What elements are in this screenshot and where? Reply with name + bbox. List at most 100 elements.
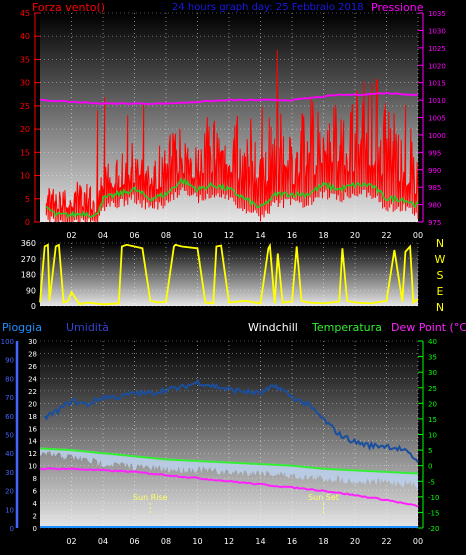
- temperature-tick-label: 20: [428, 400, 437, 408]
- x-tick-label: 06: [129, 231, 139, 240]
- humidity-tick-label: 90: [5, 357, 14, 365]
- pressure-axis-title: Pressione: [371, 1, 424, 14]
- pressure-tick-label: 980: [428, 202, 441, 210]
- wind-tick-label: 15: [20, 148, 30, 157]
- pressure-tick-label: 1015: [428, 80, 446, 88]
- temperature-line: [39, 447, 419, 475]
- windchill-legend: Windchill: [248, 321, 298, 334]
- wind-tick-label: 35: [20, 55, 30, 64]
- humidity-tick-label: 30: [5, 469, 14, 477]
- rain-tick-label: 26: [28, 363, 37, 371]
- plot-area-3: [40, 341, 418, 528]
- compass-label: N: [436, 237, 444, 250]
- x-tick-label: 14: [255, 231, 265, 240]
- pressure-tick-label: 995: [428, 149, 441, 157]
- humidity-tick-label: 70: [5, 394, 14, 402]
- sun-marker-label: Sun Set: [308, 493, 339, 502]
- humidity-line: [43, 378, 419, 463]
- wind-average-line: [45, 177, 419, 220]
- x-tick-label: 18: [318, 231, 328, 240]
- wind-tick-label: 25: [20, 102, 30, 111]
- rain-tick-label: 30: [28, 338, 37, 346]
- rain-tick-label: 16: [28, 425, 37, 433]
- humidity-tick-label: 40: [5, 450, 14, 458]
- humidity-tick-label: 100: [1, 338, 14, 346]
- pressure-tick-label: 990: [428, 167, 441, 175]
- wind-tick-label: 0: [25, 218, 30, 227]
- temperature-tick-label: 25: [428, 385, 437, 393]
- rain-tick-label: 6: [33, 488, 38, 496]
- temperature-legend: Temperatura: [311, 321, 382, 334]
- x-tick-label: 10: [192, 537, 202, 546]
- direction-tick-label: 0: [31, 302, 36, 311]
- temperature-tick-label: 40: [428, 338, 437, 346]
- humidity-tick-label: 20: [5, 488, 14, 496]
- temperature-tick-label: 0: [428, 463, 432, 471]
- wind-tick-label: 20: [20, 125, 30, 134]
- rain-tick-label: 8: [33, 475, 37, 483]
- x-tick-label: 04: [98, 231, 108, 240]
- temperature-tick-label: -5: [428, 478, 435, 486]
- x-tick-label: 08: [161, 231, 171, 240]
- dew-point-legend: Dew Point (°C): [391, 321, 466, 334]
- rain-tick-label: 2: [33, 513, 37, 521]
- compass-label: E: [437, 285, 444, 298]
- x-tick-label: 02: [66, 537, 76, 546]
- x-tick-label: 12: [224, 537, 234, 546]
- x-tick-label: 02: [66, 231, 76, 240]
- x-tick-label: 20: [350, 231, 360, 240]
- humidity-axis-title: Umidità: [66, 321, 109, 334]
- temperature-tick-label: 35: [428, 354, 437, 362]
- x-tick-label: 10: [192, 231, 202, 240]
- rain-tick-label: 22: [28, 388, 37, 396]
- x-tick-label: 22: [381, 537, 391, 546]
- pressure-tick-label: 1035: [428, 10, 446, 18]
- wind-axis-title: Forza vento(): [32, 1, 105, 14]
- wind-tick-label: 30: [20, 79, 30, 88]
- humidity-tick-label: 80: [5, 375, 14, 383]
- rain-tick-label: 14: [28, 438, 37, 446]
- humidity-tick-label: 10: [5, 506, 14, 514]
- wind-tick-label: 40: [20, 32, 30, 41]
- wind-direction-line: [39, 242, 419, 306]
- pressure-tick-label: 1005: [428, 115, 446, 123]
- x-tick-label: 22: [381, 231, 391, 240]
- sun-marker-label: Sun Rise: [133, 493, 168, 502]
- temperature-tick-label: 15: [428, 416, 437, 424]
- x-tick-label: 16: [287, 537, 297, 546]
- pressure-tick-label: 1030: [428, 27, 446, 35]
- rain-tick-label: 18: [28, 413, 37, 421]
- temperature-tick-label: 30: [428, 369, 437, 377]
- pressure-tick-label: 975: [428, 219, 441, 227]
- x-tick-label: 04: [98, 537, 108, 546]
- pressure-line: [39, 91, 419, 106]
- x-tick-label: 12: [224, 231, 234, 240]
- x-tick-label: 08: [161, 537, 171, 546]
- temperature-tick-label: -10: [428, 494, 439, 502]
- pressure-tick-label: 985: [428, 184, 441, 192]
- compass-label: W: [435, 253, 446, 266]
- pressure-tick-label: 1000: [428, 132, 446, 140]
- x-tick-label: 00: [413, 537, 423, 546]
- temperature-tick-label: -15: [428, 509, 439, 517]
- rain-axis-title: Pioggia: [2, 321, 42, 334]
- wind-gust-line: [45, 49, 419, 223]
- chart-title: 24 hours graph day: 25 Febbraio 2018: [172, 2, 364, 13]
- humidity-tick-label: 50: [5, 432, 14, 440]
- x-tick-label: 00: [413, 231, 423, 240]
- rain-tick-label: 12: [28, 450, 37, 458]
- direction-tick-label: 180: [21, 271, 36, 280]
- x-tick-label: 20: [350, 537, 360, 546]
- pressure-tick-label: 1010: [428, 97, 446, 105]
- x-tick-label: 14: [255, 537, 265, 546]
- x-tick-label: 18: [318, 537, 328, 546]
- rain-tick-label: 0: [33, 525, 37, 533]
- temperature-tick-label: 5: [428, 447, 432, 455]
- humidity-tick-label: 0: [10, 525, 14, 533]
- windchill-area: [40, 447, 418, 489]
- direction-tick-label: 360: [21, 239, 36, 248]
- rain-tick-label: 28: [28, 350, 37, 358]
- wind-tick-label: 5: [25, 195, 30, 204]
- rain-tick-label: 24: [28, 375, 37, 383]
